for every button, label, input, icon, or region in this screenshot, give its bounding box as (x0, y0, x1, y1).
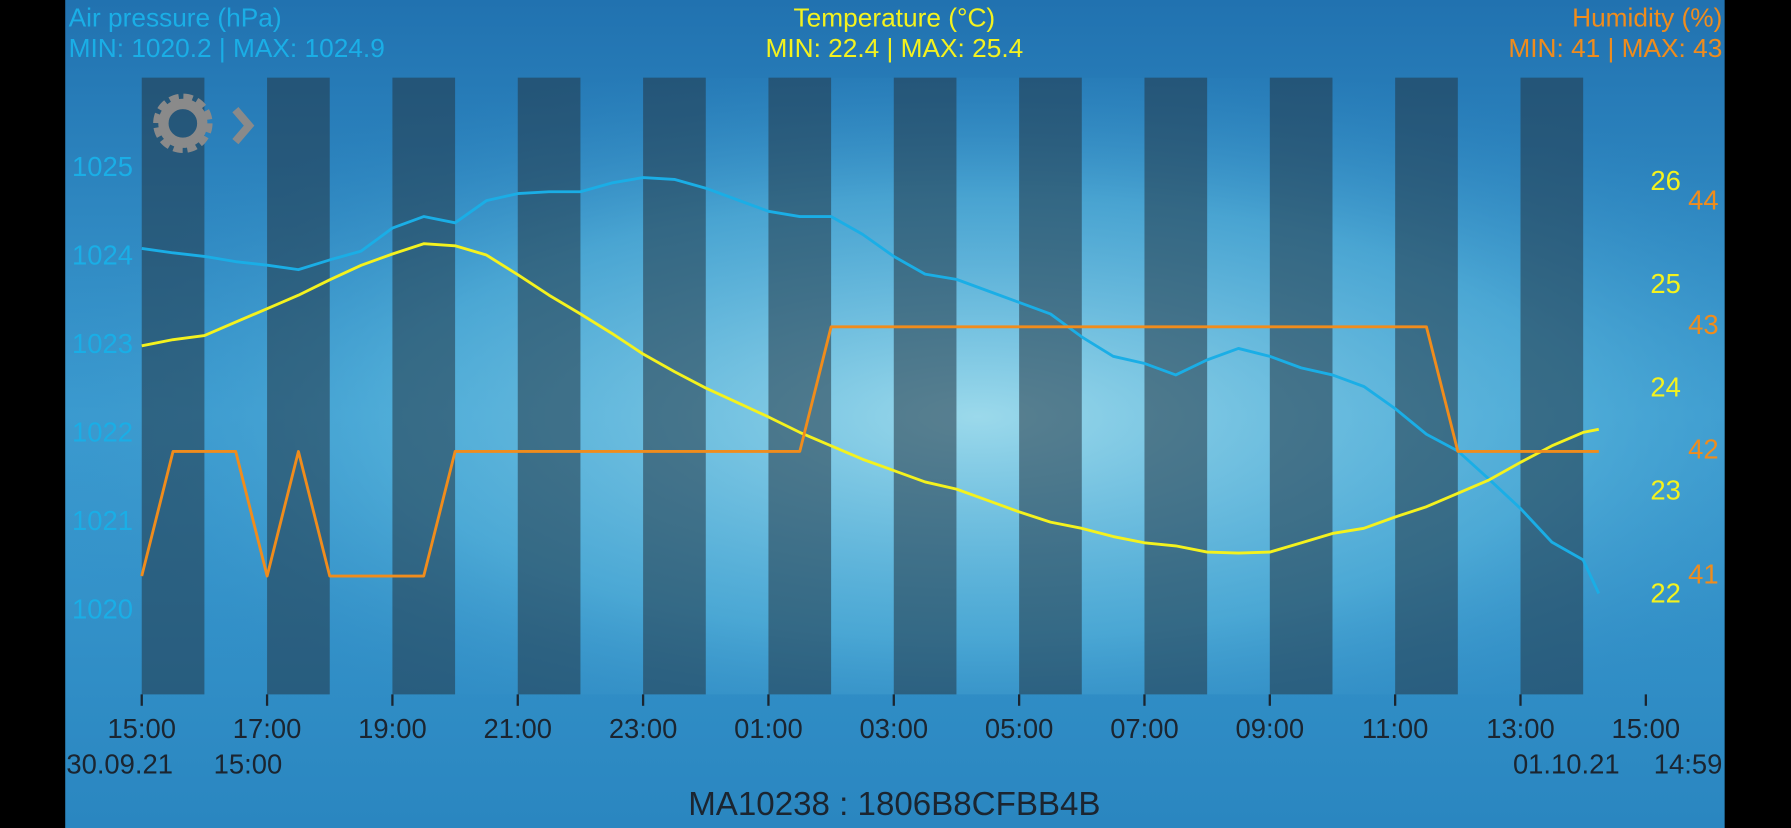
y2-tick-label: 26 (1650, 165, 1680, 196)
x-tick-label: 23:00 (609, 713, 678, 744)
x-tick-label: 21:00 (483, 713, 552, 744)
series-line (140, 325, 1599, 578)
humidity-title: Humidity (%) (1572, 2, 1722, 32)
settings-button[interactable] (153, 93, 255, 154)
x-tick-label: 17:00 (233, 713, 302, 744)
hour-stripe (517, 77, 581, 695)
y3-tick-label: 41 (1688, 558, 1718, 589)
hour-stripe (1144, 77, 1208, 695)
end-time: 14:59 (1654, 749, 1723, 780)
end-date: 01.10.21 (1513, 749, 1620, 780)
y2-tick-label: 23 (1650, 474, 1680, 505)
x-tick-label: 07:00 (1110, 713, 1179, 744)
x-tick-label: 15:00 (1612, 713, 1681, 744)
y3-tick-label: 42 (1688, 434, 1718, 465)
gear-ring (158, 98, 208, 148)
hour-stripe (267, 77, 330, 695)
temperature-title: Temperature (°C) (794, 2, 996, 32)
y2-tick-label: 25 (1650, 268, 1680, 299)
y-tick-label: 1025 (72, 151, 133, 182)
y2-tick-label: 22 (1650, 578, 1680, 609)
y2-tick-label: 24 (1650, 371, 1680, 402)
chevron (232, 107, 255, 145)
y-tick-label: 1022 (72, 416, 133, 447)
device-id: MA10238 : 1806B8CFBB4B (688, 786, 1100, 823)
pressure-summary: MIN: 1020.2 | MAX: 1024.9 (69, 33, 385, 63)
y3-tick-label: 44 (1688, 184, 1718, 215)
start-date: 30.09.21 (66, 749, 173, 780)
series-line (141, 242, 1600, 555)
hour-stripe (893, 77, 957, 695)
x-tick-label: 11:00 (1362, 713, 1429, 744)
hour-stripe (141, 77, 205, 695)
series-line (141, 176, 1601, 595)
x-tick-label: 05:00 (985, 713, 1054, 744)
pressure-title: Air pressure (hPa) (69, 2, 282, 32)
x-tick-label: 03:00 (860, 713, 929, 744)
stripes (141, 77, 1584, 695)
start-time: 15:00 (214, 749, 283, 780)
hour-stripe (1019, 77, 1082, 695)
y-tick-label: 1020 (72, 593, 133, 624)
temperature-summary: MIN: 22.4 | MAX: 25.4 (765, 33, 1023, 63)
y-tick-label: 1023 (72, 328, 133, 359)
chart-layer: 15:00 17:00 19:00 21:00 23:00 01:00 03:00 05:00… (72, 151, 1718, 744)
hour-stripe (768, 77, 832, 695)
x-tick-label: 01:00 (734, 713, 803, 744)
humidity-summary: MIN: 41 | MAX: 43 (1508, 33, 1722, 63)
hour-stripe (1520, 77, 1584, 695)
hour-stripe (1395, 77, 1458, 695)
y-tick-label: 1024 (72, 240, 133, 271)
y-tick-label: 1021 (72, 505, 133, 536)
x-tick-label: 13:00 (1486, 713, 1555, 744)
hour-stripe (643, 77, 706, 695)
hour-stripe (392, 77, 456, 695)
x-tick-label: 09:00 (1236, 713, 1305, 744)
x-tick-label: 15:00 (107, 713, 176, 744)
x-tick-label: 19:00 (358, 713, 427, 744)
y3-tick-label: 43 (1688, 309, 1718, 340)
hour-stripe (1269, 77, 1333, 695)
